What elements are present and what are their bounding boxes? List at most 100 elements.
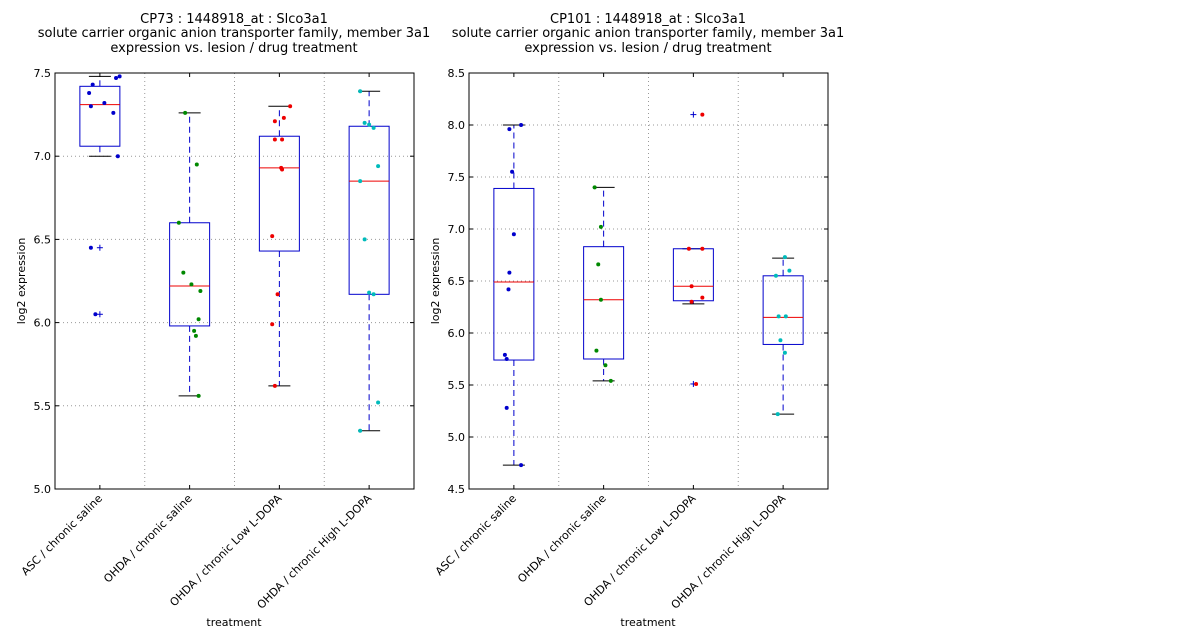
data-point: [88, 245, 93, 250]
data-point: [181, 270, 186, 275]
data-point: [272, 137, 277, 142]
data-point: [776, 314, 781, 319]
data-point: [507, 270, 512, 275]
data-point: [102, 100, 107, 105]
data-point: [787, 268, 792, 273]
data-point: [376, 400, 381, 405]
data-point: [504, 405, 509, 410]
data-point: [689, 299, 694, 304]
data-point: [371, 125, 376, 130]
data-point: [117, 74, 122, 79]
chart-right-plot-frame: [468, 72, 829, 490]
data-point: [775, 412, 780, 417]
chart-right-x-axis-label: treatment: [620, 616, 676, 629]
box-iqr: [583, 246, 625, 360]
data-point: [778, 338, 783, 343]
chart-right-x-tick-label: OHDA / chronic saline: [515, 492, 609, 586]
data-point: [510, 169, 515, 174]
data-point: [782, 255, 787, 260]
data-point: [87, 90, 92, 95]
chart-right: CP101 : 1448918_at : Slco3a1 solute carr…: [429, 12, 844, 629]
data-point: [358, 428, 363, 433]
data-point: [511, 232, 516, 237]
data-point: [193, 333, 198, 338]
data-point: [592, 185, 597, 190]
data-point: [362, 120, 367, 125]
data-point: [176, 220, 181, 225]
chart-left-y-tick-label: 7.5: [34, 67, 52, 80]
box-iqr: [672, 248, 714, 302]
data-point: [270, 322, 275, 327]
chart-left: CP73 : 1448918_at : Slco3a1 solute carri…: [15, 12, 430, 629]
data-point: [272, 383, 277, 388]
chart-right-title-line-2: solute carrier organic anion transporter…: [452, 26, 845, 41]
chart-left-y-tick-label: 5.0: [34, 483, 52, 496]
chart-left-title-line-2: solute carrier organic anion transporter…: [38, 26, 431, 41]
data-point: [783, 314, 788, 319]
data-point: [594, 348, 599, 353]
chart-left-y-tick-label: 6.0: [34, 317, 52, 330]
data-point: [506, 287, 511, 292]
data-point: [196, 393, 201, 398]
chart-right-title-line-3: expression vs. lesion / drug treatment: [524, 41, 771, 56]
data-point: [189, 282, 194, 287]
data-point: [192, 328, 197, 333]
data-point: [608, 378, 613, 383]
chart-right-y-tick-label: 6.0: [448, 327, 466, 340]
data-point: [371, 292, 376, 297]
chart-left-title-line-1: CP73 : 1448918_at : Slco3a1: [140, 12, 328, 27]
data-point: [519, 123, 524, 127]
data-point: [194, 162, 199, 167]
data-point: [507, 127, 512, 132]
chart-right-y-tick-label: 5.0: [448, 431, 466, 444]
data-point: [376, 164, 381, 169]
data-point: [198, 288, 203, 293]
chart-right-y-axis-label: log2 expression: [429, 238, 442, 325]
chart-right-y-tick-label: 8.0: [448, 119, 466, 132]
chart-right-y-tick-label: 8.5: [448, 67, 466, 80]
box-iqr: [258, 135, 300, 252]
data-point: [603, 363, 608, 368]
chart-left-x-axis-label: treatment: [206, 616, 262, 629]
box-iqr: [348, 125, 390, 295]
chart-left-x-tick-label: ASC / chronic saline: [19, 492, 105, 578]
data-point: [115, 154, 120, 159]
data-point: [700, 295, 705, 300]
data-point: [183, 110, 188, 115]
chart-right-title-line-1: CP101 : 1448918_at : Slco3a1: [550, 12, 746, 27]
data-point: [686, 246, 691, 251]
data-point: [362, 237, 367, 242]
data-point: [111, 110, 116, 115]
box-iqr: [79, 85, 121, 147]
data-point: [93, 312, 98, 317]
chart-left-y-tick-label: 6.5: [34, 233, 52, 246]
chart-right-y-tick-label: 7.0: [448, 223, 466, 236]
data-point: [598, 224, 603, 229]
data-point: [689, 284, 694, 289]
chart-right-y-tick-label: 7.5: [448, 171, 466, 184]
data-point: [782, 350, 787, 355]
chart-left-y-tick-label: 7.0: [34, 150, 52, 163]
chart-right-y-tick-label: 5.5: [448, 379, 466, 392]
data-point: [504, 357, 509, 361]
box-iqr: [493, 187, 535, 361]
data-point: [281, 115, 286, 120]
data-point: [88, 104, 93, 109]
data-point: [90, 82, 95, 87]
chart-right-y-tick-label: 6.5: [448, 275, 466, 288]
data-point: [280, 137, 285, 142]
data-point: [275, 292, 280, 297]
chart-left-plot-frame: [54, 72, 415, 490]
data-point: [288, 104, 293, 109]
chart-left-title-line-3: expression vs. lesion / drug treatment: [110, 41, 357, 56]
data-point: [596, 262, 601, 267]
data-point: [700, 246, 705, 251]
data-point: [367, 290, 372, 295]
data-point: [196, 317, 201, 322]
data-point: [272, 119, 277, 124]
chart-right-x-tick-label: ASC / chronic saline: [433, 492, 519, 578]
chart-left-x-tick-label: OHDA / chronic saline: [101, 492, 195, 586]
data-point: [519, 463, 524, 468]
data-point: [694, 381, 699, 386]
